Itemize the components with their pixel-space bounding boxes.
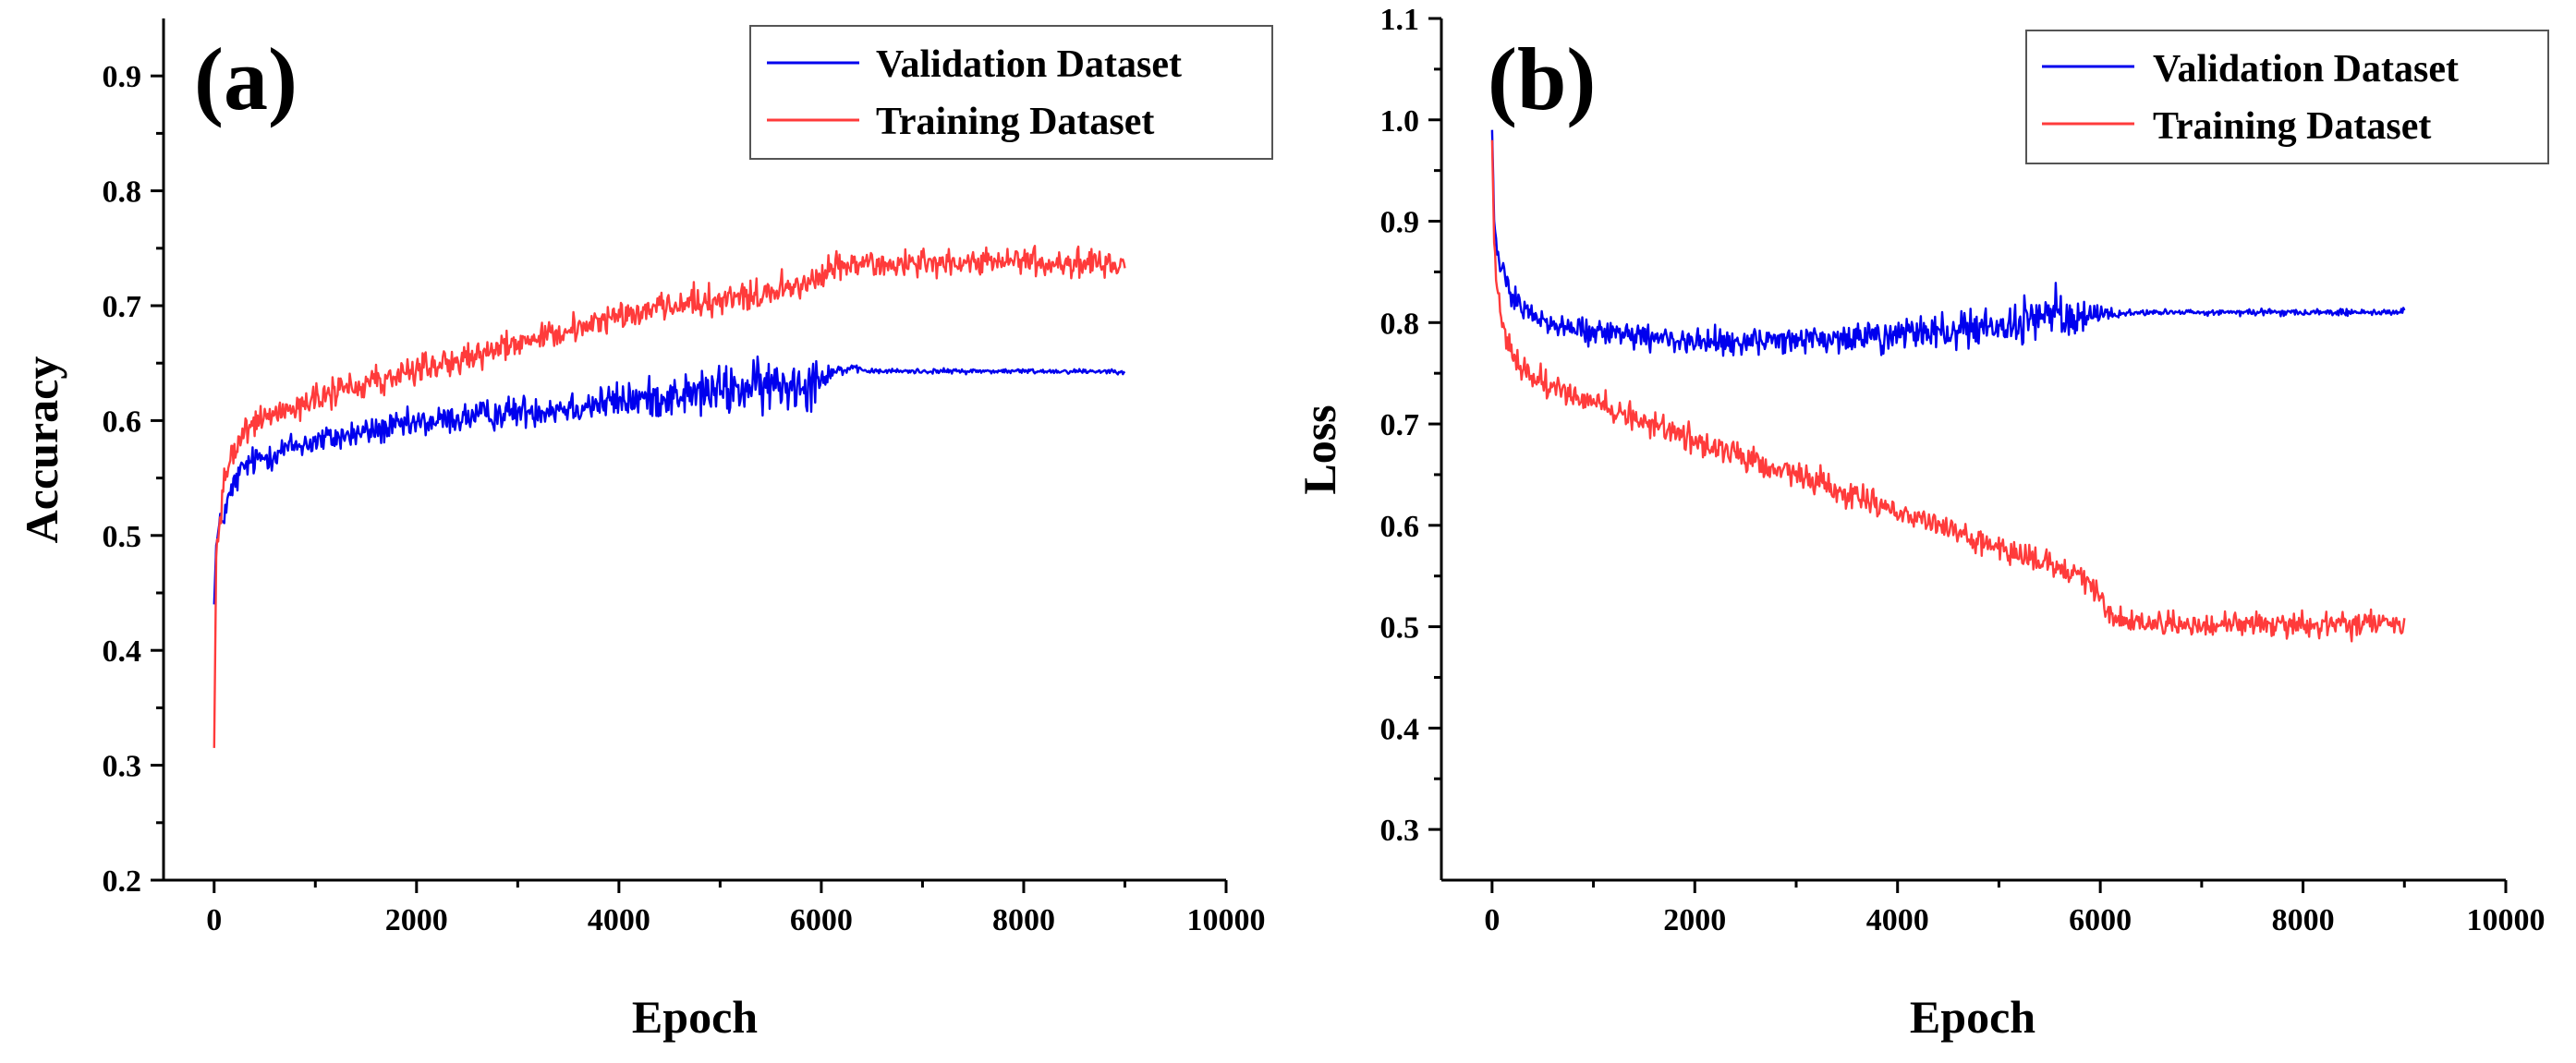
- loss-y-axis-title: Loss: [1294, 405, 1345, 494]
- accuracy-x-tick-label: 2000: [385, 903, 448, 937]
- accuracy-y-tick-label: 0.3: [103, 750, 142, 784]
- accuracy-x-axis-title: Epoch: [632, 991, 758, 1043]
- accuracy-series-validation-dataset: [213, 355, 1126, 605]
- accuracy-x-tick-label: 0: [206, 903, 222, 937]
- accuracy-y-tick-label: 0.7: [103, 290, 142, 324]
- panel-loss: (b) 0 2000 4000 6000 8000 10000 0.3 0.4 0.5 0.6 0.…: [1294, 3, 2549, 1043]
- loss-y-tick-label: 1.1: [1380, 3, 1420, 37]
- loss-plot-area: [1490, 129, 2406, 643]
- accuracy-y-tick-label: 0.5: [103, 520, 142, 554]
- loss-y-tick-label: 0.9: [1380, 206, 1420, 240]
- loss-y-tick-label: 1.0: [1380, 104, 1420, 139]
- accuracy-y-tick-label: 0.9: [103, 60, 142, 94]
- accuracy-legend-label-training: Training Dataset: [876, 101, 1154, 143]
- loss-y-tick-label: 0.3: [1380, 814, 1420, 848]
- accuracy-legend: Validation Dataset Training Dataset: [749, 25, 1273, 160]
- panel-label-a: (a): [194, 30, 298, 128]
- loss-series-training-dataset: [1490, 139, 2406, 643]
- loss-legend-label-training: Training Dataset: [2153, 105, 2431, 148]
- loss-x-tick-label: 0: [1484, 903, 1500, 937]
- accuracy-plot-area: [213, 245, 1126, 748]
- loss-legend-label-validation: Validation Dataset: [2153, 48, 2459, 91]
- loss-ticks: 0 2000 4000 6000 8000 10000 0.3 0.4 0.5 0.6 0.7 0.8…: [1380, 3, 2546, 937]
- accuracy-legend-box: [749, 25, 1273, 160]
- accuracy-legend-label-validation: Validation Dataset: [876, 43, 1182, 86]
- accuracy-y-axis-title: Accuracy: [16, 356, 67, 544]
- loss-y-tick-label: 0.8: [1380, 307, 1420, 341]
- panel-label-b: (b): [1488, 30, 1596, 128]
- loss-x-tick-label: 6000: [2069, 903, 2132, 937]
- panel-accuracy: (a) 0 2000 4000 6000 8000 10000 0.2 0.3 0.4 0.5 0.…: [16, 18, 1273, 1043]
- loss-x-tick-label: 10000: [2467, 903, 2546, 937]
- accuracy-y-tick-label: 0.2: [103, 864, 142, 899]
- loss-x-tick-label: 4000: [1866, 903, 1929, 937]
- loss-y-tick-label: 0.4: [1380, 712, 1420, 746]
- loss-y-tick-label: 0.7: [1380, 408, 1420, 442]
- loss-y-tick-label: 0.5: [1380, 611, 1420, 646]
- loss-x-axis-title: Epoch: [1910, 991, 2035, 1043]
- accuracy-x-tick-label: 6000: [790, 903, 853, 937]
- accuracy-x-tick-label: 8000: [992, 903, 1055, 937]
- loss-legend: Validation Dataset Training Dataset: [2025, 30, 2549, 164]
- loss-x-tick-label: 8000: [2272, 903, 2335, 937]
- accuracy-x-tick-label: 10000: [1187, 903, 1266, 937]
- loss-x-tick-label: 2000: [1663, 903, 1726, 937]
- accuracy-y-tick-label: 0.8: [103, 175, 142, 210]
- loss-series-validation-dataset: [1490, 129, 2406, 357]
- accuracy-x-tick-label: 4000: [588, 903, 650, 937]
- accuracy-y-tick-label: 0.6: [103, 405, 142, 439]
- loss-legend-box: [2025, 30, 2549, 164]
- accuracy-series-training-dataset: [213, 245, 1126, 748]
- loss-y-tick-label: 0.6: [1380, 510, 1420, 544]
- accuracy-ticks: 0 2000 4000 6000 8000 10000 0.2 0.3 0.4 0.5 0.6 0.7…: [103, 18, 1266, 937]
- accuracy-y-tick-label: 0.4: [103, 634, 142, 669]
